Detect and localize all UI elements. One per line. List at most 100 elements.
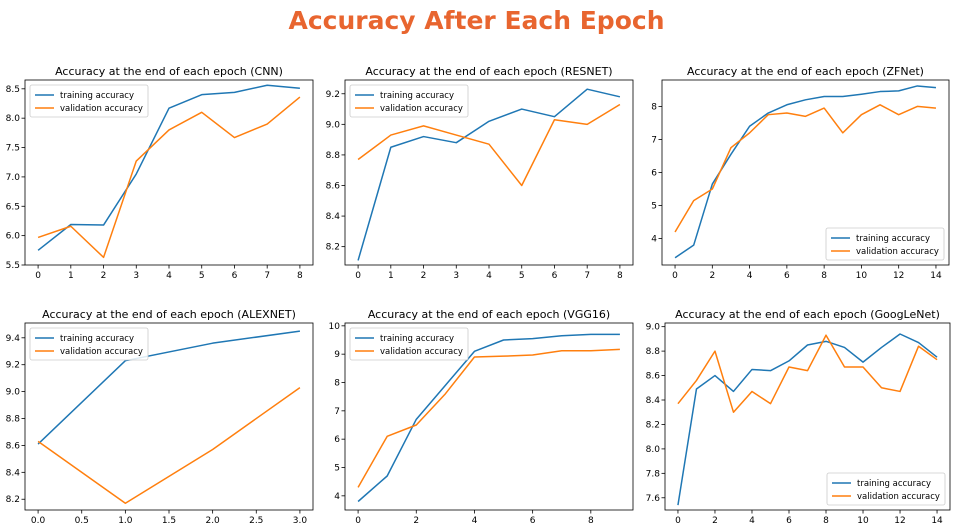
y-tick-label: 9 (334, 350, 340, 360)
legend-box (29, 327, 149, 361)
x-tick-label: 8 (617, 271, 623, 281)
x-tick-label: 10 (857, 516, 869, 526)
chart-title: Accuracy at the end of each epoch (ZFNet… (687, 65, 924, 78)
x-tick-label: 2.5 (249, 516, 263, 526)
y-tick-label: 7.0 (6, 173, 21, 183)
x-tick-label: 0 (672, 271, 678, 281)
x-tick-label: 6 (232, 271, 238, 281)
training-accuracy-line (357, 88, 621, 261)
y-tick-label: 9.0 (646, 323, 661, 333)
training-accuracy-line (37, 84, 300, 251)
y-tick-label: 8.4 (646, 396, 661, 406)
y-tick-label: 7 (651, 135, 657, 145)
x-tick-label: 14 (931, 516, 943, 526)
y-tick-label: 8 (651, 102, 657, 112)
chart-title: Accuracy at the end of each epoch (RESNE… (365, 65, 612, 78)
x-tick-label: 1 (388, 271, 394, 281)
y-tick-label: 8.0 (6, 114, 21, 124)
x-tick-label: 4 (749, 516, 755, 526)
x-tick-label: 0.0 (31, 516, 46, 526)
validation-accuracy-line (677, 334, 938, 413)
y-tick-label: 8.5 (6, 85, 20, 95)
y-tick-label: 9.0 (326, 120, 341, 130)
legend-label: validation accuracy (857, 492, 940, 502)
x-tick-label: 2 (421, 271, 427, 281)
x-tick-label: 14 (930, 271, 942, 281)
x-tick-label: 4 (486, 271, 492, 281)
x-tick-label: 8 (297, 271, 303, 281)
validation-accuracy-line (37, 96, 301, 259)
y-tick-label: 8.4 (326, 212, 341, 222)
x-tick-label: 12 (893, 271, 904, 281)
y-tick-label: 4 (651, 235, 657, 245)
x-tick-label: 2 (709, 271, 715, 281)
legend-box (349, 327, 469, 361)
x-tick-label: 7 (264, 271, 270, 281)
legend-box (29, 84, 149, 118)
chart-alexnet: Accuracy at the end of each epoch (ALEXN… (6, 308, 314, 526)
x-tick-label: 12 (894, 516, 905, 526)
training-accuracy-line (357, 333, 620, 503)
chart-title: Accuracy at the end of each epoch (VGG16… (368, 308, 610, 321)
legend-label: training accuracy (60, 334, 134, 344)
x-tick-label: 0 (355, 516, 361, 526)
y-tick-label: 8 (334, 379, 340, 389)
x-tick-label: 3 (453, 271, 459, 281)
page-title: Accuracy After Each Epoch (288, 6, 665, 35)
x-tick-label: 6 (530, 516, 536, 526)
y-tick-label: 8.6 (646, 372, 661, 382)
x-tick-label: 6 (552, 271, 558, 281)
y-tick-label: 6.0 (6, 232, 21, 242)
y-tick-label: 8.6 (326, 181, 341, 191)
chart-title: Accuracy at the end of each epoch (ALEXN… (42, 308, 296, 321)
x-tick-label: 4 (166, 271, 172, 281)
y-tick-label: 6.5 (6, 202, 20, 212)
legend-label: validation accuracy (380, 104, 463, 114)
x-tick-label: 8 (821, 271, 827, 281)
y-tick-label: 8.2 (646, 420, 660, 430)
legend: training accuracy validation accuracy (29, 84, 149, 118)
legend-label: training accuracy (380, 91, 454, 101)
y-tick-label: 7 (334, 407, 340, 417)
chart-cnn: Accuracy at the end of each epoch (CNN) 0… (6, 65, 314, 281)
legend-label: validation accuracy (60, 104, 143, 114)
validation-accuracy-line (674, 104, 937, 233)
x-tick-label: 8 (588, 516, 594, 526)
legend: training accuracy validation accuracy (825, 227, 945, 261)
legend-label: validation accuracy (380, 347, 463, 357)
legend: training accuracy validation accuracy (349, 84, 469, 118)
x-tick-label: 0 (675, 516, 681, 526)
legend-label: training accuracy (857, 479, 931, 489)
chart-vgg16: Accuracy at the end of each epoch (VGG16… (329, 308, 634, 526)
validation-accuracy-line (357, 348, 620, 488)
x-tick-label: 3.0 (293, 516, 308, 526)
y-tick-label: 9.0 (6, 388, 21, 398)
x-tick-label: 1.0 (118, 516, 133, 526)
y-tick-label: 6 (651, 169, 657, 179)
legend-label: validation accuracy (856, 247, 939, 257)
y-tick-label: 7.8 (646, 469, 661, 479)
y-tick-label: 7.6 (646, 494, 661, 504)
legend-box (825, 227, 945, 261)
x-tick-label: 6 (784, 271, 790, 281)
validation-accuracy-line (37, 386, 301, 505)
x-tick-label: 3 (133, 271, 139, 281)
y-tick-label: 5 (334, 464, 340, 474)
legend-label: training accuracy (60, 91, 134, 101)
legend: training accuracy validation accuracy (826, 472, 946, 506)
legend: training accuracy validation accuracy (29, 327, 149, 361)
y-tick-label: 7.5 (6, 144, 20, 154)
chart-googlenet: Accuracy at the end of each epoch (GoogL… (646, 308, 951, 526)
x-tick-label: 2.0 (205, 516, 220, 526)
x-tick-label: 8 (823, 516, 829, 526)
x-tick-label: 5 (519, 271, 525, 281)
x-tick-label: 1.5 (162, 516, 176, 526)
legend-box (826, 472, 946, 506)
x-tick-label: 2 (712, 516, 718, 526)
chart-title: Accuracy at the end of each epoch (GoogL… (675, 308, 940, 321)
chart-title: Accuracy at the end of each epoch (CNN) (55, 65, 283, 78)
x-tick-label: 4 (747, 271, 753, 281)
x-tick-label: 6 (786, 516, 792, 526)
x-tick-label: 7 (584, 271, 590, 281)
y-tick-label: 10 (329, 322, 341, 332)
